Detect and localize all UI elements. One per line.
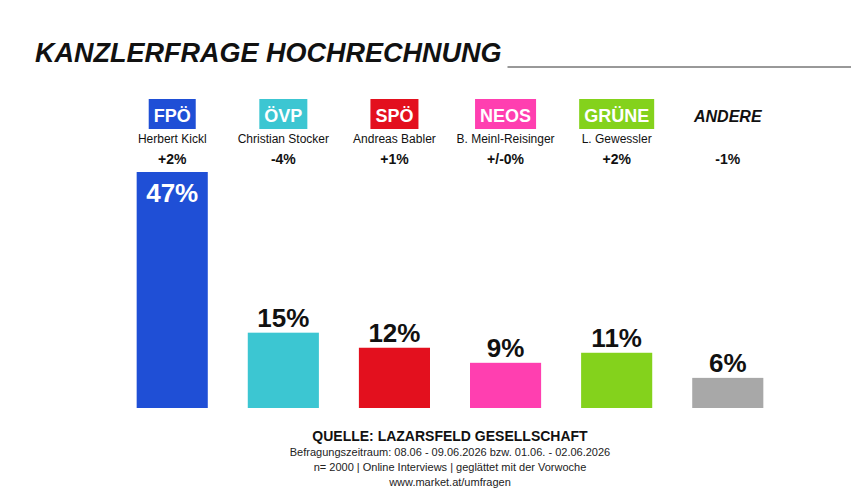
candidate-name: Christian Stocker: [238, 132, 329, 146]
data-label: 15%: [257, 303, 309, 333]
party-box: [149, 99, 196, 129]
party-box: [370, 99, 418, 129]
party-label: NEOS: [480, 106, 531, 126]
bar: [692, 378, 763, 408]
change-label: +1%: [380, 151, 409, 167]
change-label: -4%: [271, 151, 296, 167]
source-note: Befragungszeitraum: 08.06 - 09.06.2026 b…: [290, 446, 610, 458]
source: QUELLE: LAZARSFELD GESELLSCHAFT: [312, 428, 588, 444]
title: KANZLERFRAGE HOCHRECHNUNG: [35, 38, 502, 68]
change-label: -1%: [715, 151, 740, 167]
party-box: [579, 99, 654, 129]
bars: [137, 172, 764, 408]
candidate-name: B. Meinl-Reisinger: [457, 132, 555, 146]
bar: [248, 333, 319, 408]
data-labels: 47% 15% 12% 9% 11% 6%: [146, 178, 746, 378]
candidate-name: Herbert Kickl: [138, 132, 207, 146]
data-label: 12%: [368, 318, 420, 348]
change-label: +2%: [158, 151, 187, 167]
change-label: +/-0%: [487, 151, 525, 167]
party-label: GRÜNE: [584, 106, 649, 126]
party-label: ÖVP: [264, 106, 302, 126]
party-label: SPÖ: [375, 106, 413, 126]
party-box: [259, 99, 307, 129]
party-box: [475, 99, 536, 129]
candidate-name: L. Gewessler: [582, 132, 652, 146]
data-label: 9%: [487, 333, 525, 363]
party-label: FPÖ: [154, 106, 191, 126]
source-note: n= 2000 | Online Interviews | geglättet …: [314, 461, 587, 473]
data-label: 47%: [146, 178, 198, 208]
bar: [137, 172, 208, 408]
data-label: 11%: [591, 323, 642, 353]
source-note: www.market.at/umfragen: [388, 476, 511, 488]
bar: [581, 353, 652, 408]
change-label: +2%: [602, 151, 631, 167]
chart: KANZLERFRAGE HOCHRECHNUNG FPÖ Herbert Kick…: [0, 0, 857, 498]
headers: FPÖ Herbert Kickl +2% ÖVP Christian Stocker -…: [138, 99, 763, 167]
bar: [470, 363, 541, 408]
title-rule: [508, 67, 852, 68]
party-label: ANDERE: [693, 108, 763, 125]
candidate-name: Andreas Babler: [353, 132, 436, 146]
data-label: 6%: [709, 348, 747, 378]
bar: [359, 348, 430, 408]
